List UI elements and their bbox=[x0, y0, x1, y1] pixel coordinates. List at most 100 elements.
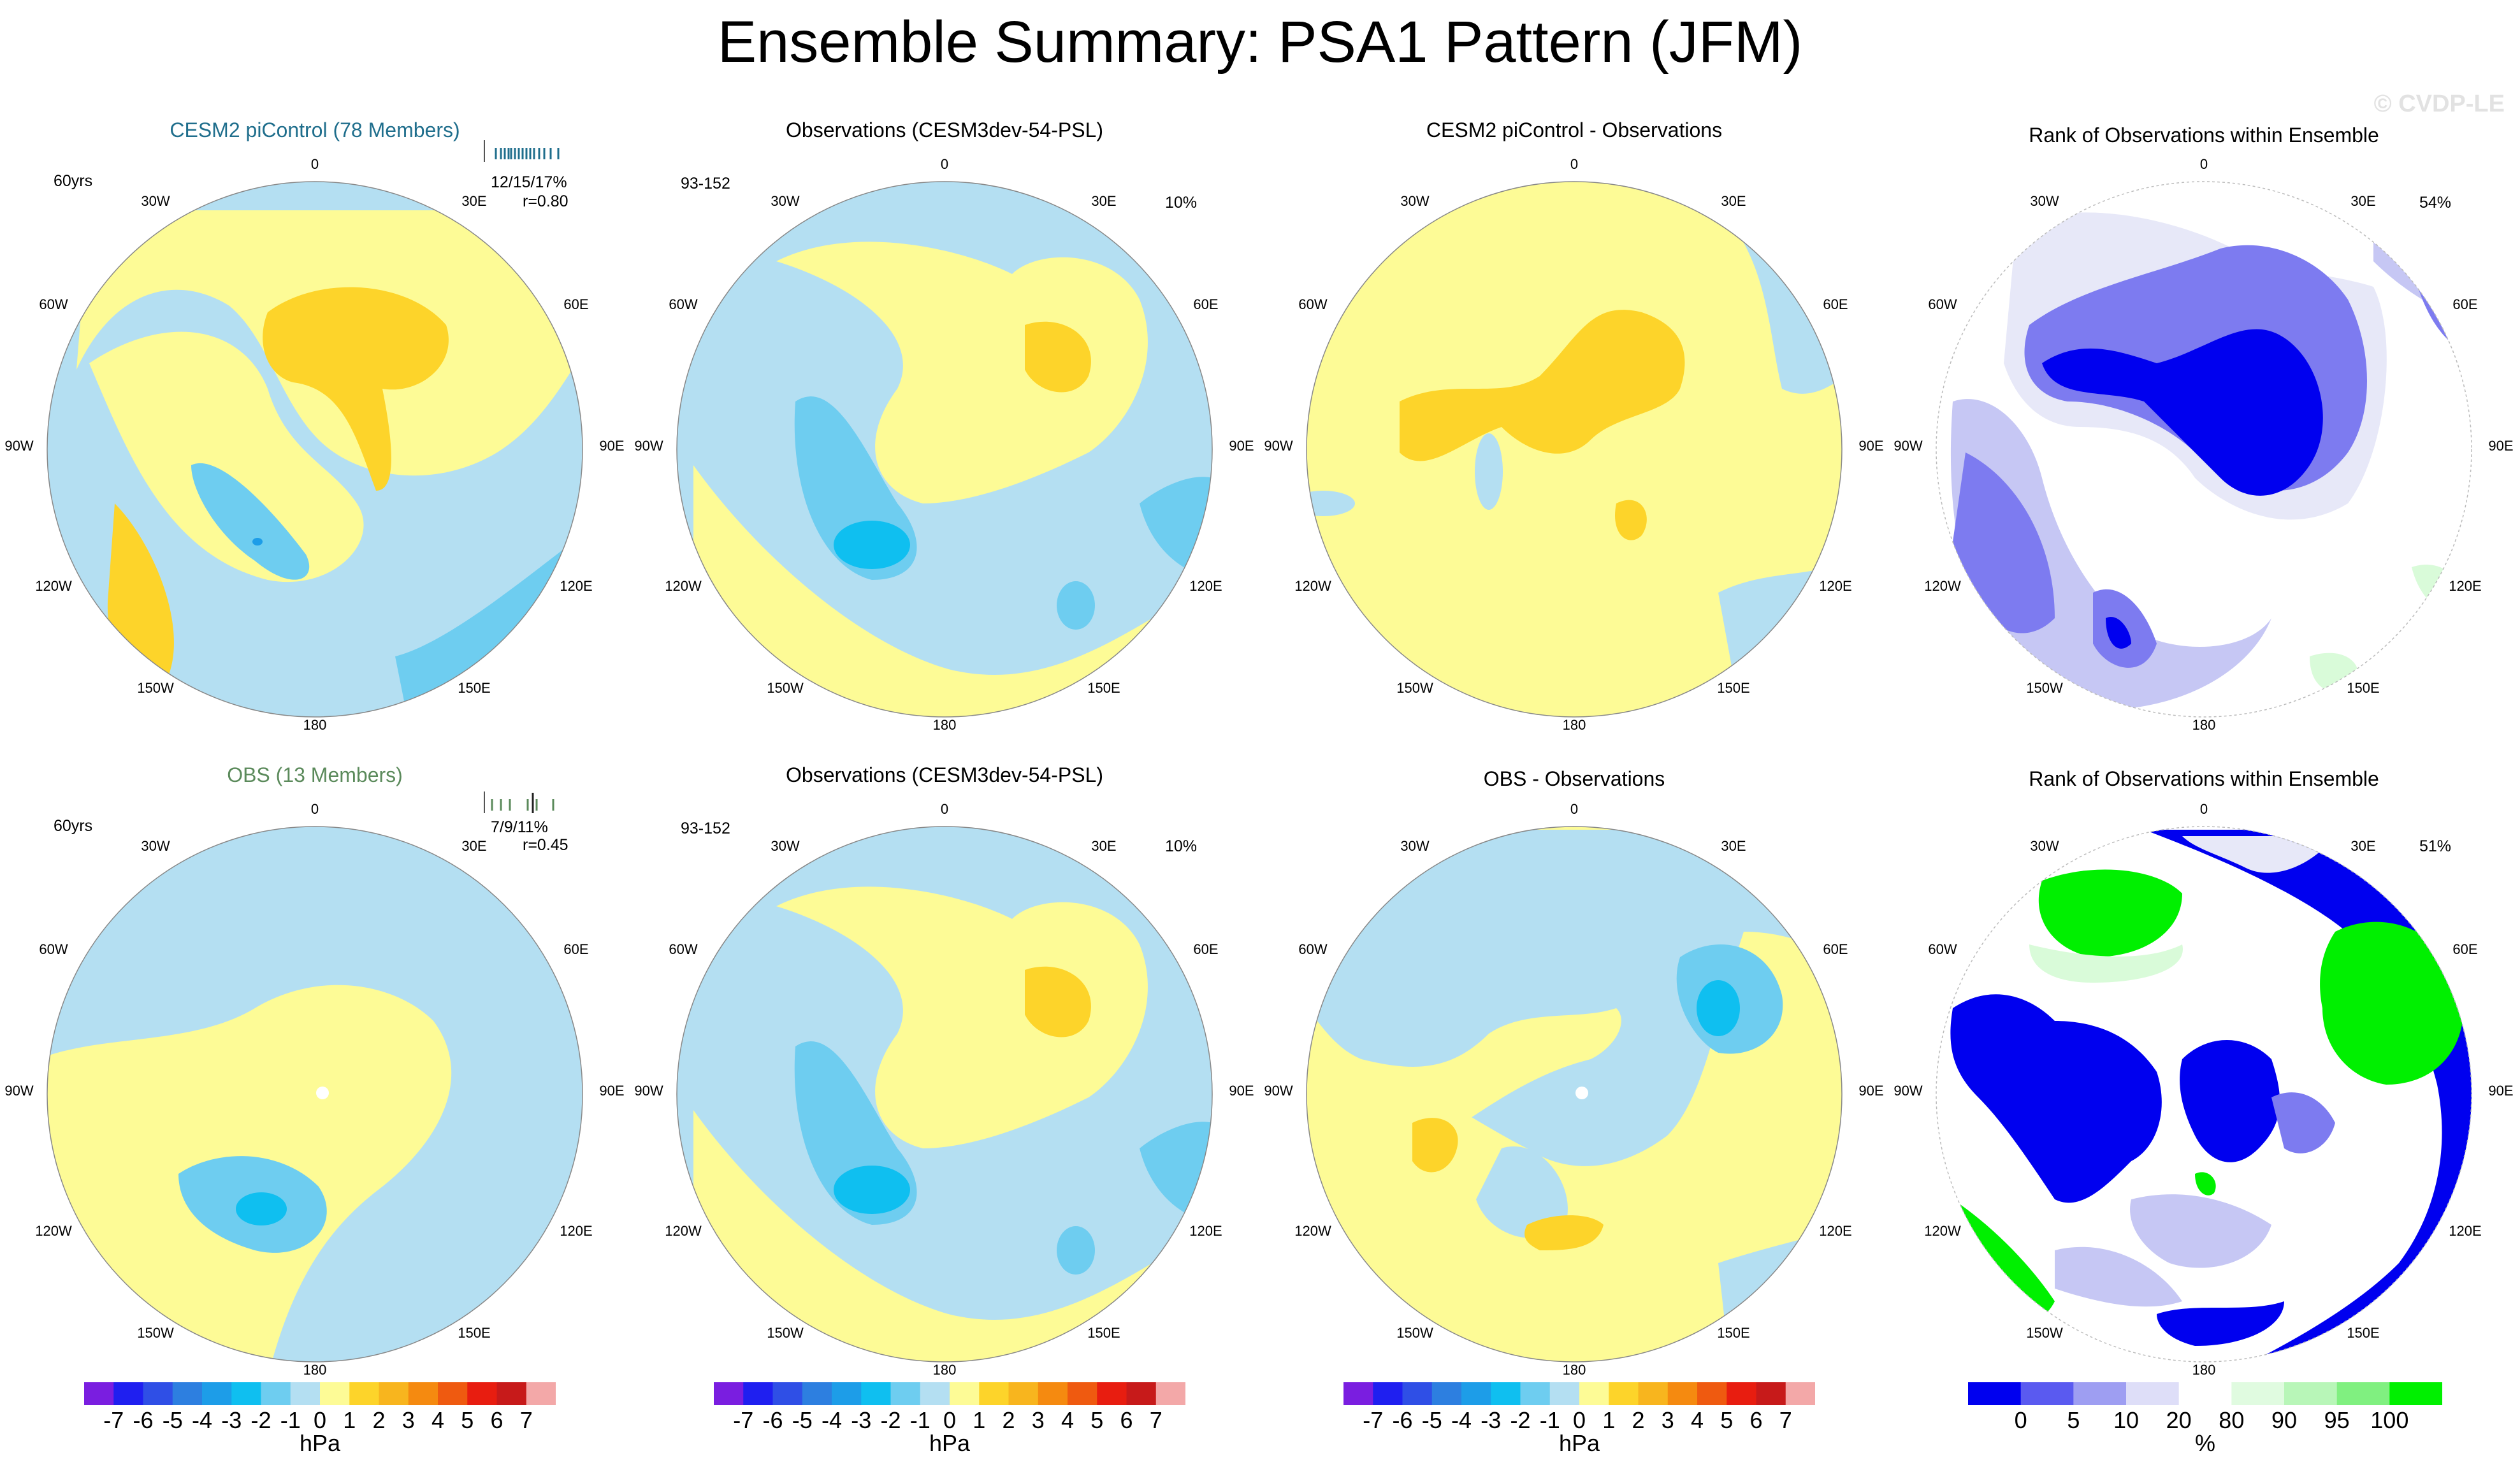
lon-label: 90E bbox=[1858, 438, 1884, 454]
colorbar-swatch bbox=[920, 1382, 950, 1405]
colorbar-tick-label: 3 bbox=[1031, 1407, 1045, 1433]
colorbar-swatch bbox=[1097, 1382, 1127, 1405]
lon-label: 180 bbox=[932, 717, 957, 733]
panel-title: Rank of Observations within Ensemble bbox=[2029, 767, 2379, 790]
lon-label: 90E bbox=[599, 1083, 625, 1099]
lon-label: 150W bbox=[137, 1325, 174, 1341]
colorbar-tick-label: 0 bbox=[943, 1407, 957, 1433]
colorbar-tick-label: -2 bbox=[1510, 1407, 1531, 1433]
years-label: 93-152 bbox=[681, 820, 730, 837]
colorbar-swatch bbox=[832, 1382, 862, 1405]
colorbar-swatch bbox=[1579, 1382, 1609, 1405]
colorbar-swatch bbox=[1038, 1382, 1068, 1405]
colorbar-swatch bbox=[202, 1382, 232, 1405]
colorbar-tick-label: 5 bbox=[2067, 1407, 2080, 1433]
lon-label: 0 bbox=[1570, 156, 1579, 172]
colorbar-swatch bbox=[231, 1382, 261, 1405]
lon-label: 60E bbox=[2452, 296, 2478, 312]
stats-label: 7/9/11% bbox=[491, 818, 548, 836]
panel-title: OBS (13 Members) bbox=[227, 763, 403, 786]
stats-label: 12/15/17% bbox=[491, 173, 567, 191]
lon-label: 60E bbox=[1193, 941, 1219, 957]
lon-label: 150E bbox=[1087, 680, 1120, 696]
colorbar-tick-label: 3 bbox=[1661, 1407, 1674, 1433]
lon-label: 90E bbox=[2488, 438, 2514, 454]
lon-label: 120E bbox=[1189, 578, 1222, 594]
page-title: Ensemble Summary: PSA1 Pattern (JFM) bbox=[717, 10, 1803, 75]
lon-label: 60W bbox=[1298, 296, 1328, 312]
colorbar-tick-label: -6 bbox=[133, 1407, 154, 1433]
lon-label: 150W bbox=[2026, 1325, 2063, 1341]
lon-label: 90E bbox=[1229, 1083, 1254, 1099]
colorbar-tick-label: 6 bbox=[490, 1407, 503, 1433]
colorbar-tick-label: 7 bbox=[1779, 1407, 1792, 1433]
colorbar-swatch bbox=[1968, 1382, 2022, 1405]
colorbar-swatch bbox=[979, 1382, 1009, 1405]
lon-label: 150E bbox=[2347, 680, 2380, 696]
panel-r2c3: OBS - Observations 0 30E 60E 90E 120E 15… bbox=[1259, 741, 1889, 1384]
colorbar-tick-label: 3 bbox=[402, 1407, 415, 1433]
colorbar-swatch bbox=[2126, 1382, 2180, 1405]
colorbar-tick-label: -4 bbox=[1451, 1407, 1472, 1433]
panel-r1c2: Observations (CESM3dev-54-PSL) 93-152 10… bbox=[630, 96, 1259, 739]
lon-label: 150W bbox=[2026, 680, 2063, 696]
colorbar-swatch bbox=[1756, 1382, 1786, 1405]
colorbar-swatch bbox=[1068, 1382, 1097, 1405]
colorbar-tick-label: -2 bbox=[880, 1407, 901, 1433]
lon-label: 120W bbox=[1294, 1223, 1331, 1239]
lon-label: 60W bbox=[39, 941, 68, 957]
panel-title: CESM2 piControl (78 Members) bbox=[170, 119, 460, 141]
colorbar-swatch bbox=[2020, 1382, 2074, 1405]
colorbar-tick-label: 4 bbox=[1690, 1407, 1704, 1433]
colorbar-unit: hPa bbox=[929, 1430, 971, 1456]
panel-title: Rank of Observations within Ensemble bbox=[2029, 124, 2379, 147]
lon-label: 120W bbox=[1924, 578, 1961, 594]
colorbar-swatch bbox=[1638, 1382, 1669, 1405]
colorbar-tick-label: 80 bbox=[2219, 1407, 2245, 1433]
psl-colorbar: -7 -6 -5 -4 -3 -2 -1 0 1 2 3 4 5 6 7 hPa bbox=[714, 1382, 1185, 1464]
colorbar-swatch bbox=[714, 1382, 744, 1405]
colorbar-tick-label: -3 bbox=[851, 1407, 872, 1433]
colorbar-tick-label: -1 bbox=[1539, 1407, 1560, 1433]
colorbar-swatch bbox=[290, 1382, 321, 1405]
colorbar-tick-label: -5 bbox=[1421, 1407, 1442, 1433]
lon-label: 150E bbox=[458, 680, 491, 696]
psl-colorbar: -7 -6 -5 -4 -3 -2 -1 0 1 2 3 4 5 6 7 hPa bbox=[84, 1382, 556, 1464]
lon-label: 90W bbox=[634, 438, 663, 454]
lon-label: 150W bbox=[767, 680, 804, 696]
lon-label: 120W bbox=[35, 578, 72, 594]
colorbar-swatch bbox=[1785, 1382, 1815, 1405]
lon-label: 120E bbox=[2449, 578, 2482, 594]
colorbar-swatch bbox=[950, 1382, 980, 1405]
lon-label: 90E bbox=[2488, 1083, 2514, 1099]
lon-label: 60W bbox=[39, 296, 68, 312]
colorbar-tick-label: 2 bbox=[372, 1407, 386, 1433]
lon-label: 180 bbox=[1562, 717, 1586, 733]
colorbar-tick-label: 10 bbox=[2113, 1407, 2140, 1433]
lon-label: 30E bbox=[1721, 193, 1746, 209]
colorbar-swatch bbox=[526, 1382, 556, 1405]
years-label: 93-152 bbox=[681, 175, 730, 192]
colorbar-swatch bbox=[772, 1382, 803, 1405]
colorbar-tick-label: 1 bbox=[973, 1407, 986, 1433]
colorbar-swatch bbox=[1549, 1382, 1580, 1405]
lon-label: 90W bbox=[1894, 438, 1923, 454]
lon-label: 90W bbox=[4, 438, 34, 454]
lon-label: 150E bbox=[1717, 680, 1750, 696]
colorbar-tick-label: -6 bbox=[762, 1407, 783, 1433]
polar-map bbox=[676, 181, 1213, 718]
colorbar-swatch bbox=[172, 1382, 203, 1405]
colorbar-swatch bbox=[890, 1382, 921, 1405]
colorbar-tick-label: 95 bbox=[2324, 1407, 2350, 1433]
lon-label: 90E bbox=[1229, 438, 1254, 454]
colorbar-tick-label: 90 bbox=[2271, 1407, 2298, 1433]
lon-label: 60E bbox=[1823, 296, 1848, 312]
colorbar-tick-label: 4 bbox=[431, 1407, 445, 1433]
lon-label: 90W bbox=[1894, 1083, 1923, 1099]
lon-label: 30E bbox=[461, 838, 487, 854]
polar-map bbox=[1306, 181, 1843, 718]
lon-label: 30W bbox=[141, 838, 170, 854]
lon-label: 150W bbox=[1396, 680, 1433, 696]
lon-label: 90E bbox=[599, 438, 625, 454]
lon-label: 150E bbox=[458, 1325, 491, 1341]
